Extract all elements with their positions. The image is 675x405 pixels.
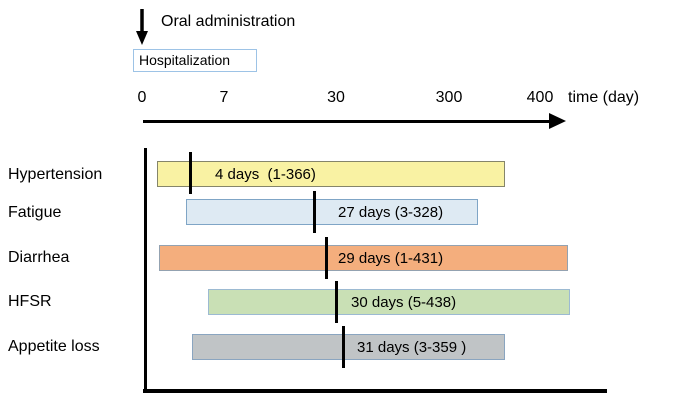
time-axis-arrowhead-icon (549, 113, 566, 129)
axis-tick-300: 300 (435, 89, 463, 106)
row-label-diarrhea: Diarrhea (8, 249, 70, 266)
median-tick-appetite-loss (342, 326, 345, 368)
row-label-appetite-loss: Appetite loss (8, 338, 100, 355)
median-tick-diarrhea (325, 237, 328, 279)
bar-fatigue: 27 days (3-328) (186, 199, 478, 225)
axis-tick-30: 30 (327, 89, 345, 106)
bar-label-diarrhea: 29 days (1-431) (338, 250, 444, 267)
time-axis-arrow-line (143, 120, 549, 123)
oral-administration-label: Oral administration (161, 13, 296, 30)
median-tick-hfsr (335, 281, 338, 323)
bar-label-appetite-loss: 31 days (3-359 ) (357, 339, 467, 356)
bar-hfsr: 30 days (5-438) (208, 289, 570, 315)
axis-unit-label: time (day) (568, 89, 640, 106)
hospitalization-box: Hospitalization (133, 49, 257, 72)
row-label-hfsr: HFSR (8, 293, 52, 310)
bar-hypertension: 4 days (1-366) (157, 161, 505, 187)
bar-diarrhea: 29 days (1-431) (159, 245, 568, 271)
bar-label-hypertension: 4 days (1-366) (215, 166, 316, 183)
axis-tick-0: 0 (137, 89, 147, 106)
bar-appetite-loss: 31 days (3-359 ) (192, 334, 505, 360)
hospitalization-label: Hospitalization (139, 52, 231, 68)
plot-x-axis-line (143, 389, 607, 393)
row-label-hypertension: Hypertension (8, 166, 103, 183)
bar-label-hfsr: 30 days (5-438) (351, 294, 457, 311)
row-label-fatigue: Fatigue (8, 204, 62, 221)
axis-tick-7: 7 (219, 89, 229, 106)
down-arrow-icon (136, 9, 148, 45)
median-tick-hypertension (189, 152, 192, 194)
plot-y-axis-line (144, 148, 147, 392)
median-tick-fatigue (313, 191, 316, 233)
bar-label-fatigue: 27 days (3-328) (338, 204, 444, 221)
axis-tick-400: 400 (526, 89, 554, 106)
